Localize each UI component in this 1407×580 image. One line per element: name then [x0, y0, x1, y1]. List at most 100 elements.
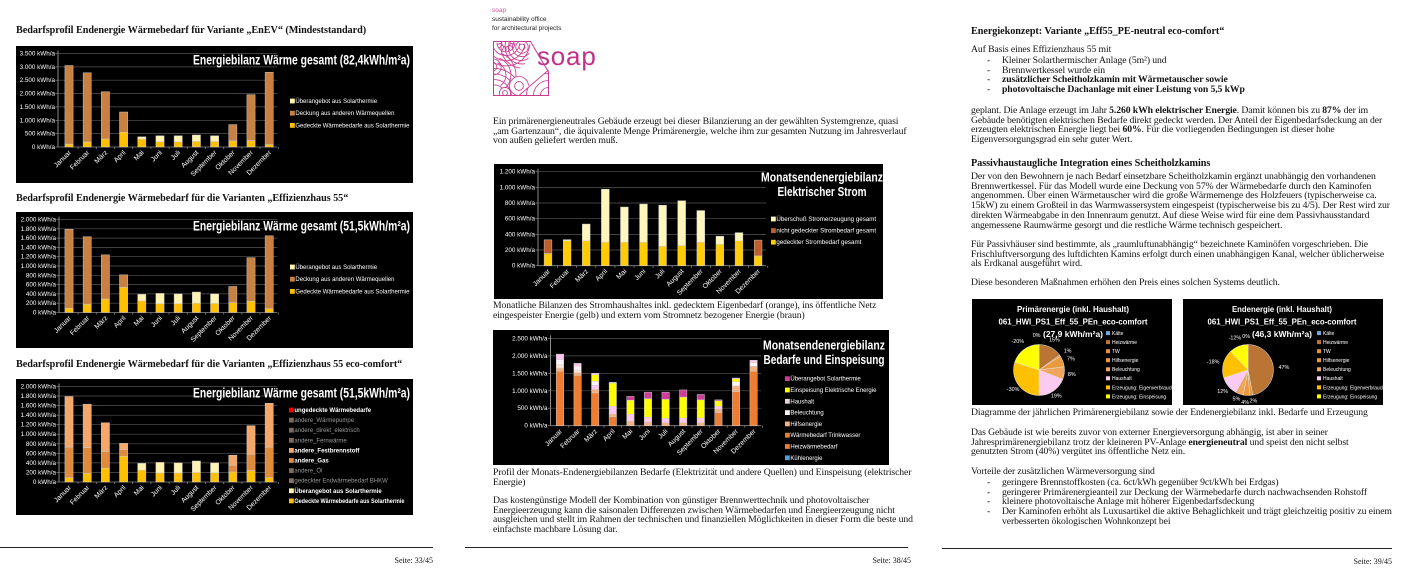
- svg-text:1.200 kWh/a: 1.200 kWh/a: [21, 254, 57, 261]
- svg-text:Überschuß Stromerzeugung gesam: Überschuß Stromerzeugung gesamt: [776, 216, 876, 223]
- svg-text:061_HWI_PS1_Eff_55_PEn_eco-com: 061_HWI_PS1_Eff_55_PEn_eco-comfort: [1208, 318, 1357, 327]
- svg-text:19%: 19%: [1051, 394, 1062, 400]
- svg-text:2.000 kWh/a: 2.000 kWh/a: [20, 91, 56, 98]
- svg-text:Haushalt: Haushalt: [790, 399, 814, 405]
- svg-text:1%: 1%: [1064, 349, 1072, 355]
- svg-text:4%: 4%: [1241, 400, 1249, 405]
- svg-text:600 kWh/a: 600 kWh/a: [26, 282, 57, 289]
- svg-text:500 kWh/a: 500 kWh/a: [517, 405, 548, 412]
- svg-text:Monatsendenergiebilanz: Monatsendenergiebilanz: [763, 338, 885, 353]
- svg-text:Elektrischer Strom: Elektrischer Strom: [778, 184, 867, 199]
- svg-text:Hilfsenergie: Hilfsenergie: [1112, 358, 1139, 364]
- svg-text:1.500 kWh/a: 1.500 kWh/a: [512, 370, 548, 377]
- svg-text:0%: 0%: [1242, 334, 1250, 340]
- svg-text:1.000 kWh/a: 1.000 kWh/a: [500, 184, 536, 191]
- svg-text:andere_Gas: andere_Gas: [294, 459, 329, 465]
- svg-text:2.000 kWh/a: 2.000 kWh/a: [512, 353, 548, 360]
- svg-text:Energiebilanz Wärme gesamt (51: Energiebilanz Wärme gesamt (51,5kWh/m²a): [193, 386, 410, 401]
- svg-text:(27,9 kWh/m²a): (27,9 kWh/m²a): [1043, 330, 1103, 339]
- svg-text:0 kWh/a: 0 kWh/a: [512, 263, 536, 270]
- svg-text:800 kWh/a: 800 kWh/a: [26, 272, 57, 279]
- svg-text:1.000 kWh/a: 1.000 kWh/a: [20, 117, 56, 124]
- svg-text:1.600 kWh/a: 1.600 kWh/a: [21, 235, 57, 242]
- svg-text:gedeckter Endwärmebedarf BHKW: gedeckter Endwärmebedarf BHKW: [294, 479, 388, 485]
- svg-text:600 kWh/a: 600 kWh/a: [505, 216, 536, 223]
- svg-text:Heizwärme: Heizwärme: [1323, 340, 1348, 346]
- svg-text:0 kWh/a: 0 kWh/a: [33, 479, 57, 486]
- svg-text:1.200 kWh/a: 1.200 kWh/a: [21, 422, 57, 429]
- svg-text:Beleuchtung: Beleuchtung: [1323, 367, 1351, 373]
- svg-text:47%: 47%: [1279, 365, 1290, 371]
- svg-text:-20%: -20%: [1012, 339, 1025, 345]
- svg-text:(46,3 kWh/m²a): (46,3 kWh/m²a): [1252, 330, 1312, 339]
- svg-text:2.500 kWh/a: 2.500 kWh/a: [512, 335, 548, 342]
- svg-text:Überangebot aus Solarthermie: Überangebot aus Solarthermie: [295, 264, 377, 271]
- svg-text:Erzeugung: Einspeisung: Erzeugung: Einspeisung: [1323, 394, 1377, 400]
- svg-text:andere_Fernwärme: andere_Fernwärme: [294, 438, 347, 444]
- svg-text:1.400 kWh/a: 1.400 kWh/a: [21, 244, 57, 251]
- svg-text:Gedeckte Wärmebedarfe aus Sola: Gedeckte Wärmebedarfe aus Solarthermie: [295, 289, 410, 295]
- svg-text:nicht gedeckter Strombedarf ge: nicht gedeckter Strombedarf gesamt: [776, 228, 876, 235]
- svg-text:1.600 kWh/a: 1.600 kWh/a: [21, 403, 57, 410]
- svg-text:400 kWh/a: 400 kWh/a: [26, 460, 57, 467]
- svg-text:Energiebilanz Wärme gesamt (82: Energiebilanz Wärme gesamt (82,4kWh/m²a): [193, 53, 410, 68]
- svg-text:5%: 5%: [1233, 397, 1241, 403]
- svg-text:Hilfsenergie: Hilfsenergie: [1323, 358, 1350, 364]
- svg-text:gedeckter Strombedarf gesamt: gedeckter Strombedarf gesamt: [776, 239, 861, 246]
- svg-text:12%: 12%: [1217, 389, 1228, 395]
- svg-text:Heizwärmebedarf: Heizwärmebedarf: [790, 445, 837, 451]
- svg-text:1.000 kWh/a: 1.000 kWh/a: [21, 263, 57, 270]
- svg-text:0 kWh/a: 0 kWh/a: [524, 423, 548, 430]
- svg-text:200 kWh/a: 200 kWh/a: [505, 247, 536, 254]
- svg-text:2.000 kWh/a: 2.000 kWh/a: [21, 384, 57, 391]
- svg-text:Primärenergie (inkl. Haushalt): Primärenergie (inkl. Haushalt): [1017, 305, 1129, 314]
- svg-text:-12%: -12%: [1229, 336, 1242, 342]
- svg-text:Kälte: Kälte: [1323, 331, 1335, 337]
- svg-text:200 kWh/a: 200 kWh/a: [26, 470, 57, 477]
- svg-text:Monatsendenergiebilanz: Monatsendenergiebilanz: [761, 170, 883, 185]
- svg-text:7%: 7%: [1067, 356, 1075, 362]
- svg-text:2.500 kWh/a: 2.500 kWh/a: [20, 77, 56, 84]
- svg-text:Erzeugung: Eigenverbrauch: Erzeugung: Eigenverbrauch: [1112, 385, 1172, 391]
- svg-text:TW: TW: [1112, 349, 1120, 355]
- svg-text:Erzeugung: Eigenverbrauch: Erzeugung: Eigenverbrauch: [1323, 385, 1383, 391]
- svg-text:800 kWh/a: 800 kWh/a: [26, 441, 57, 448]
- svg-text:3.000 kWh/a: 3.000 kWh/a: [20, 64, 56, 71]
- svg-text:1.000 kWh/a: 1.000 kWh/a: [512, 388, 548, 395]
- svg-text:1.400 kWh/a: 1.400 kWh/a: [21, 412, 57, 419]
- svg-text:andere_Öl: andere_Öl: [294, 468, 322, 475]
- svg-text:Haushalt: Haushalt: [1112, 376, 1132, 382]
- svg-text:600 kWh/a: 600 kWh/a: [26, 450, 57, 457]
- svg-text:1.200 kWh/a: 1.200 kWh/a: [500, 169, 536, 176]
- svg-text:ungedeckte Wärmebedarfe: ungedeckte Wärmebedarfe: [294, 408, 371, 414]
- svg-text:0 kWh/a: 0 kWh/a: [33, 310, 57, 317]
- svg-text:400 kWh/a: 400 kWh/a: [505, 231, 536, 238]
- svg-text:3.500 kWh/a: 3.500 kWh/a: [20, 51, 56, 58]
- svg-text:Energiebilanz Wärme gesamt (51: Energiebilanz Wärme gesamt (51,5kWh/m²a): [193, 219, 410, 234]
- svg-text:1.800 kWh/a: 1.800 kWh/a: [21, 226, 57, 233]
- svg-text:Überangebot Solarthermie: Überangebot Solarthermie: [790, 376, 861, 383]
- svg-text:Beleuchtung: Beleuchtung: [790, 411, 823, 417]
- svg-text:1.800 kWh/a: 1.800 kWh/a: [21, 393, 57, 400]
- svg-text:0 kWh/a: 0 kWh/a: [32, 144, 56, 151]
- svg-text:Gedeckte Wärmebedarfe aus Sola: Gedeckte Wärmebedarfe aus Solarthermie: [294, 499, 405, 505]
- svg-text:1.000 kWh/a: 1.000 kWh/a: [21, 431, 57, 438]
- svg-text:-30%: -30%: [1007, 387, 1020, 393]
- svg-text:400 kWh/a: 400 kWh/a: [26, 291, 57, 298]
- svg-text:Bedarfe und Einspeisung: Bedarfe und Einspeisung: [764, 352, 885, 367]
- svg-text:Endenergie (inkl. Haushalt): Endenergie (inkl. Haushalt): [1232, 305, 1332, 314]
- svg-text:Beleuchtung: Beleuchtung: [1112, 367, 1140, 373]
- svg-text:Überangebot aus Solarthermie: Überangebot aus Solarthermie: [295, 98, 377, 105]
- svg-text:8%: 8%: [1068, 372, 1076, 378]
- svg-text:Haushalt: Haushalt: [1323, 376, 1343, 382]
- svg-text:Heizwärme: Heizwärme: [1112, 340, 1137, 346]
- svg-text:200 kWh/a: 200 kWh/a: [26, 300, 57, 307]
- svg-text:061_HWI_PS1_Eff_55_PEn_eco-com: 061_HWI_PS1_Eff_55_PEn_eco-comfort: [999, 318, 1148, 327]
- svg-text:Kälte: Kälte: [1112, 331, 1124, 337]
- svg-text:TW: TW: [1323, 349, 1331, 355]
- svg-text:2.000 kWh/a: 2.000 kWh/a: [21, 217, 57, 224]
- svg-text:Überangebot aus Solarthermie: Überangebot aus Solarthermie: [294, 488, 382, 495]
- svg-text:Deckung aus anderen Wärmequell: Deckung aus anderen Wärmequellen: [295, 277, 394, 283]
- svg-text:Hilfsenergie: Hilfsenergie: [790, 422, 822, 428]
- svg-text:Erzeugung: Einspeisung: Erzeugung: Einspeisung: [1112, 394, 1166, 400]
